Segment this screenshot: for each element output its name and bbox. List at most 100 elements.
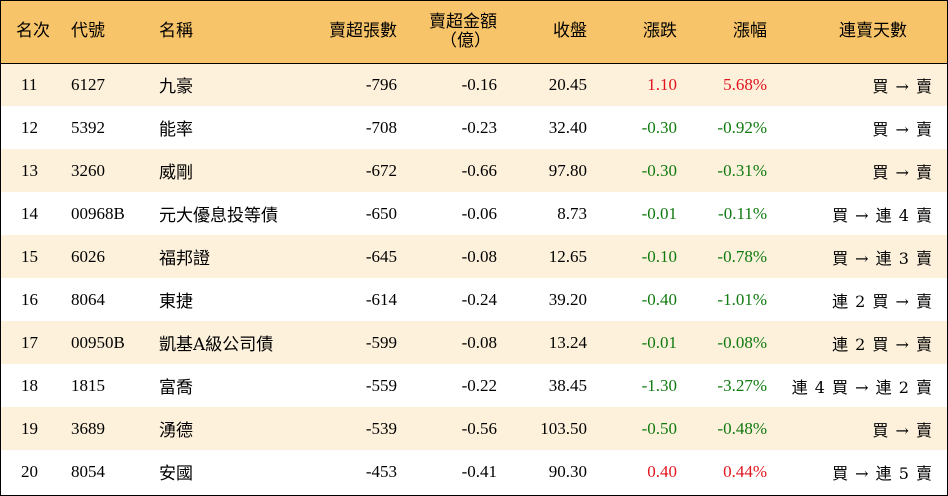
net-sell-lots-cell: -672 bbox=[365, 160, 397, 180]
close-cell: 12.65 bbox=[548, 246, 587, 266]
name-cell: 元大優息投等債 bbox=[159, 206, 278, 226]
rank-cell: 14 bbox=[21, 203, 38, 223]
name-cell: 湧德 bbox=[159, 421, 193, 441]
header-streak: 連賣天數 bbox=[767, 1, 947, 64]
change-cell: -0.01 bbox=[641, 203, 677, 223]
name-cell: 東捷 bbox=[159, 292, 193, 312]
table-row: 14 00968B 元大優息投等債 -650 -0.06 8.73 -0.01 -0.11% 買… bbox=[1, 192, 947, 235]
header-row: 名次 代號 名稱 賣超張數 賣超金額 （億） 收盤 漲跌 漲幅 連賣天數 bbox=[1, 1, 947, 64]
header-net-sell-amount: 賣超金額 （億） bbox=[397, 1, 497, 64]
change-pct-cell: 5.68% bbox=[723, 74, 767, 94]
close-cell: 20.45 bbox=[548, 74, 587, 94]
rank-cell: 12 bbox=[21, 117, 38, 137]
table-body: 11 6127 九豪 -796 -0.16 20.45 1.10 5.68% 買 → 賣 12 53… bbox=[1, 63, 947, 493]
header-close: 收盤 bbox=[497, 1, 587, 64]
net-sell-lots-cell: -539 bbox=[365, 418, 397, 438]
name-cell: 威剛 bbox=[159, 163, 193, 183]
change-pct-cell: -3.27% bbox=[717, 375, 767, 395]
change-pct-cell: 0.44% bbox=[723, 461, 767, 481]
header-name: 名稱 bbox=[153, 1, 303, 64]
rank-cell: 17 bbox=[21, 332, 38, 352]
change-pct-cell: -0.11% bbox=[718, 203, 767, 223]
name-cell: 安國 bbox=[159, 464, 193, 484]
close-cell: 90.30 bbox=[548, 461, 587, 481]
name-cell: 能率 bbox=[159, 120, 193, 140]
header-net-sell-amount-line2: （億） bbox=[440, 30, 491, 51]
header-net-sell-amount-line1: 賣超金額 bbox=[429, 11, 497, 32]
header-change: 漲跌 bbox=[587, 1, 677, 64]
code-cell: 3689 bbox=[71, 418, 105, 438]
table-row: 12 5392 能率 -708 -0.23 32.40 -0.30 -0.92% 買 → 賣 bbox=[1, 106, 947, 149]
rank-cell: 13 bbox=[21, 160, 38, 180]
change-cell: -1.30 bbox=[641, 375, 677, 395]
table-row: 19 3689 湧德 -539 -0.56 103.50 -0.50 -0.48% 買 → 賣 bbox=[1, 407, 947, 450]
close-cell: 8.73 bbox=[557, 203, 587, 223]
net-sell-amount-cell: -0.24 bbox=[461, 289, 497, 309]
streak-cell: 買 → 賣 bbox=[872, 162, 933, 182]
net-sell-amount-cell: -0.08 bbox=[461, 332, 497, 352]
change-pct-cell: -0.92% bbox=[717, 117, 767, 137]
net-sell-lots-cell: -599 bbox=[365, 332, 397, 352]
table-row: 11 6127 九豪 -796 -0.16 20.45 1.10 5.68% 買 → 賣 bbox=[1, 63, 947, 106]
table-row: 15 6026 福邦證 -645 -0.08 12.65 -0.10 -0.78% 買 → 連 … bbox=[1, 235, 947, 278]
change-cell: -0.30 bbox=[641, 160, 677, 180]
streak-cell: 買 → 連 3 賣 bbox=[832, 248, 933, 268]
close-cell: 38.45 bbox=[548, 375, 587, 395]
streak-cell: 買 → 賣 bbox=[872, 420, 933, 440]
header-change-pct: 漲幅 bbox=[677, 1, 767, 64]
rank-cell: 15 bbox=[21, 246, 38, 266]
net-sell-amount-cell: -0.06 bbox=[461, 203, 497, 223]
change-cell: -0.01 bbox=[641, 332, 677, 352]
rank-cell: 19 bbox=[21, 418, 38, 438]
header-code: 代號 bbox=[69, 1, 153, 64]
rank-cell: 18 bbox=[21, 375, 38, 395]
change-cell: -0.10 bbox=[641, 246, 677, 266]
change-cell: -0.30 bbox=[641, 117, 677, 137]
net-sell-lots-cell: -796 bbox=[365, 74, 397, 94]
net-sell-amount-cell: -0.08 bbox=[461, 246, 497, 266]
code-cell: 5392 bbox=[71, 117, 105, 137]
table-row: 18 1815 富喬 -559 -0.22 38.45 -1.30 -3.27% 連 4 買 →… bbox=[1, 364, 947, 407]
streak-cell: 買 → 賣 bbox=[872, 119, 933, 139]
change-cell: -0.50 bbox=[641, 418, 677, 438]
net-sell-lots-cell: -645 bbox=[365, 246, 397, 266]
change-pct-cell: -0.48% bbox=[717, 418, 767, 438]
net-sell-amount-cell: -0.56 bbox=[461, 418, 497, 438]
streak-cell: 連 2 買 → 賣 bbox=[832, 291, 933, 311]
code-cell: 3260 bbox=[71, 160, 105, 180]
net-sell-amount-cell: -0.16 bbox=[461, 74, 497, 94]
streak-cell: 買 → 連 5 賣 bbox=[832, 463, 933, 483]
streak-cell: 連 2 買 → 賣 bbox=[832, 334, 933, 354]
streak-cell: 買 → 賣 bbox=[872, 76, 933, 96]
net-sell-lots-cell: -650 bbox=[365, 203, 397, 223]
close-cell: 97.80 bbox=[548, 160, 587, 180]
change-pct-cell: -1.01% bbox=[717, 289, 767, 309]
name-cell: 九豪 bbox=[159, 77, 193, 98]
header-rank: 名次 bbox=[1, 1, 69, 64]
code-cell: 8054 bbox=[71, 461, 105, 481]
change-pct-cell: -0.08% bbox=[717, 332, 767, 352]
net-sell-lots-cell: -559 bbox=[365, 375, 397, 395]
table-row: 17 00950B 凱基A級公司債 -599 -0.08 13.24 -0.01 -0.08%… bbox=[1, 321, 947, 364]
rank-cell: 11 bbox=[21, 74, 38, 94]
net-sell-amount-cell: -0.22 bbox=[461, 375, 497, 395]
code-cell: 6026 bbox=[71, 246, 105, 266]
name-cell: 凱基A級公司債 bbox=[159, 335, 274, 355]
rank-cell: 16 bbox=[21, 289, 38, 309]
change-pct-cell: -0.31% bbox=[717, 160, 767, 180]
code-cell: 1815 bbox=[71, 375, 105, 395]
table-row: 13 3260 威剛 -672 -0.66 97.80 -0.30 -0.31% 買 → 賣 bbox=[1, 149, 947, 192]
streak-cell: 買 → 連 4 賣 bbox=[832, 205, 933, 225]
rank-cell: 20 bbox=[21, 461, 38, 481]
net-sell-lots-cell: -708 bbox=[365, 117, 397, 137]
net-sell-amount-cell: -0.23 bbox=[461, 117, 497, 137]
close-cell: 103.50 bbox=[540, 418, 587, 438]
change-cell: 0.40 bbox=[647, 461, 677, 481]
change-pct-cell: -0.78% bbox=[717, 246, 767, 266]
name-cell: 富喬 bbox=[159, 378, 193, 398]
table-row: 20 8054 安國 -453 -0.41 90.30 0.40 0.44% 買 → 連 5 賣 bbox=[1, 450, 947, 493]
code-cell: 8064 bbox=[71, 289, 105, 309]
net-sell-lots-cell: -453 bbox=[365, 461, 397, 481]
